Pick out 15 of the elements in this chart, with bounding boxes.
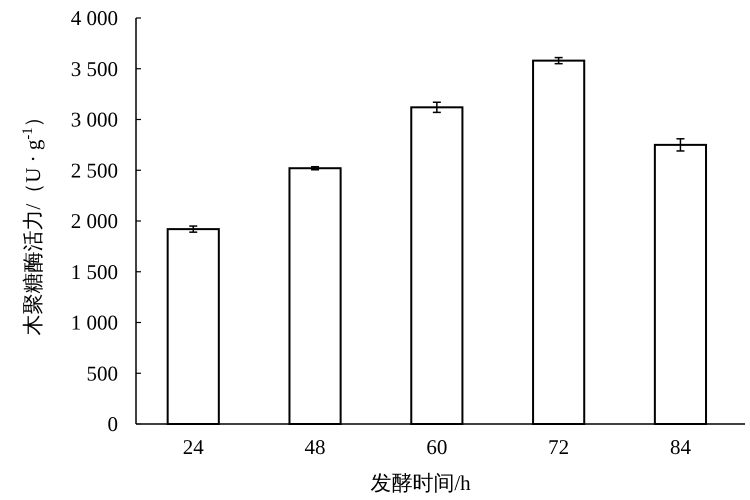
x-tick-label: 48 — [304, 435, 326, 459]
x-tick-label: 72 — [548, 435, 570, 459]
y-tick-label: 500 — [86, 361, 118, 386]
y-tick-label: 4 000 — [70, 6, 118, 30]
x-axis-title: 发酵时间/h — [370, 471, 472, 495]
y-tick-label: 1 000 — [70, 310, 118, 334]
x-tick-label: 84 — [670, 435, 692, 459]
y-tick-label: 3 500 — [70, 56, 118, 81]
y-tick-label: 0 — [108, 412, 118, 436]
y-tick-label: 3 000 — [70, 108, 118, 132]
y-tick-label: 1 500 — [70, 260, 118, 284]
y-tick-label: 2 500 — [70, 158, 118, 182]
y-tick-label: 2 000 — [70, 209, 118, 233]
x-tick-label: 60 — [426, 435, 448, 459]
x-tick-label: 24 — [182, 435, 204, 459]
